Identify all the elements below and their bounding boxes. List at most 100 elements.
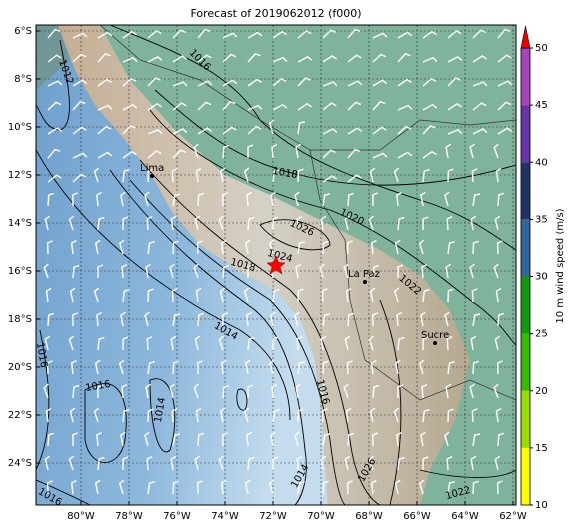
wind-barb <box>270 431 276 447</box>
wind-barb <box>46 480 53 495</box>
wind-barb <box>70 359 77 375</box>
wind-barb <box>272 336 279 351</box>
borders <box>99 25 516 401</box>
wind-barb <box>470 455 477 471</box>
wind-barb <box>170 215 177 231</box>
wind-barb <box>347 174 362 183</box>
wind-barb <box>94 479 101 495</box>
wind-barb <box>397 125 412 135</box>
wind-barb <box>122 77 137 87</box>
wind-barb <box>47 54 62 63</box>
wind-barb <box>147 30 162 39</box>
wind-barb <box>122 336 129 351</box>
lat-label: 22°S <box>8 410 32 421</box>
wind-barb <box>122 125 136 135</box>
wind-barb <box>321 408 328 423</box>
wind-barb <box>397 78 412 87</box>
wind-barb <box>97 336 105 351</box>
wind-barb <box>422 77 437 87</box>
wind-barb <box>420 431 426 447</box>
city-dot <box>363 280 367 284</box>
wind-barb <box>322 240 329 255</box>
wind-barb <box>422 456 429 471</box>
wind-barb <box>247 53 261 63</box>
wind-barb <box>421 383 428 399</box>
city-dot <box>433 341 437 345</box>
wind-barb <box>72 79 88 87</box>
wind-barb <box>172 102 187 111</box>
wind-barb <box>194 455 201 471</box>
lat-label: 18°S <box>8 314 32 325</box>
wind-barb <box>297 408 304 423</box>
wind-barb <box>72 53 87 63</box>
wind-barb <box>247 78 262 87</box>
wind-barb <box>422 56 438 63</box>
wind-barb <box>422 216 429 231</box>
wind-barb <box>222 79 238 87</box>
wind-barb <box>222 312 229 327</box>
wind-barb <box>422 336 429 351</box>
wind-barb <box>271 383 278 399</box>
lat-label: 24°S <box>8 458 32 469</box>
wind-barb <box>445 383 452 399</box>
lon-label: 66°W <box>403 511 431 522</box>
wind-barb <box>472 81 488 87</box>
wind-barb <box>472 128 488 135</box>
wind-barb <box>369 287 376 303</box>
wind-barb <box>344 335 351 351</box>
wind-barb <box>72 126 87 135</box>
wind-barb <box>322 29 337 39</box>
wind-barb <box>497 101 512 111</box>
wind-barb <box>222 100 236 111</box>
wind-barb <box>496 360 503 375</box>
wind-barb <box>470 335 477 351</box>
wind-barb <box>372 100 386 111</box>
wind-barb <box>147 55 163 63</box>
wind-barb <box>218 215 224 231</box>
wind-barb <box>418 359 425 375</box>
wind-barb <box>222 264 230 279</box>
wind-barb <box>497 54 512 63</box>
wind-barb <box>244 359 251 375</box>
wind-barb <box>346 240 353 255</box>
wind-barb <box>322 313 331 327</box>
colorbar-tick-label: 30 <box>535 272 548 283</box>
wind-barb <box>147 103 162 111</box>
wind-barb <box>44 335 51 351</box>
wind-barb <box>418 239 425 255</box>
wind-barb <box>147 288 154 303</box>
wind-barb <box>147 129 163 135</box>
wind-barb <box>246 431 252 447</box>
wind-barb <box>193 383 199 399</box>
wind-barb <box>93 287 100 303</box>
wind-barb <box>45 287 52 303</box>
wind-barb <box>445 143 452 159</box>
wind-barb <box>97 151 113 159</box>
wind-barb <box>372 53 387 63</box>
wind-barb <box>272 289 280 303</box>
wind-barb <box>247 456 255 471</box>
wind-barb <box>122 150 137 159</box>
wind-barb <box>393 167 400 183</box>
colorbar-tick-label: 20 <box>535 386 548 397</box>
wind-barb <box>118 239 125 255</box>
wind-barb <box>322 480 329 495</box>
wind-barb <box>394 239 401 255</box>
wind-barb <box>396 191 402 207</box>
wind-barb <box>219 287 226 303</box>
wind-barb <box>195 287 202 303</box>
wind-barb <box>372 126 387 135</box>
wind-barb <box>372 192 379 207</box>
wind-barb <box>146 456 153 471</box>
city-label: La Paz <box>348 269 380 280</box>
colorbar-segment <box>521 447 530 505</box>
wind-barb <box>369 167 376 183</box>
wind-barb <box>243 167 250 183</box>
contour-label: 1016 <box>34 342 49 369</box>
wind-barb <box>145 263 152 279</box>
wind-barb <box>172 193 181 207</box>
wind-barb <box>272 409 280 423</box>
wind-barb <box>222 53 237 63</box>
wind-barb <box>297 121 305 135</box>
